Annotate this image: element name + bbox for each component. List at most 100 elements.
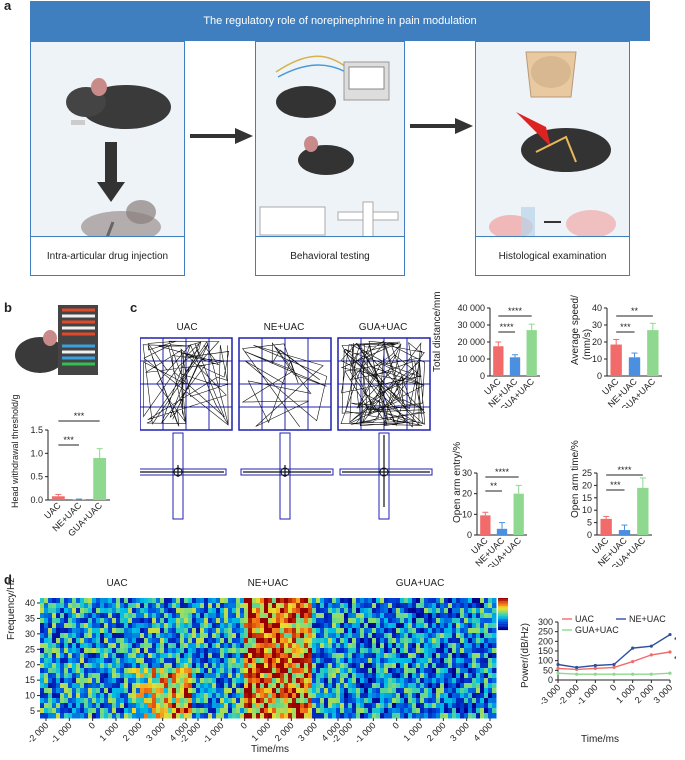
heatmap-cell [296,648,301,654]
heatmap-cell [192,623,197,629]
heatmap-cell [144,653,149,659]
heatmap-cell [408,633,413,639]
heatmap-cell [312,673,317,679]
heatmap-cell [268,713,273,719]
colorbar-cell [498,606,508,608]
heatmap-cell [248,653,253,659]
heatmap-cell [240,613,245,619]
heatmap-cell [176,683,181,689]
heatmap-cell [372,688,377,694]
heatmap-cell [260,688,265,694]
heatmap-cell [336,683,341,689]
heatmap-cell [84,628,89,634]
heatmap-cell [384,623,389,629]
heatmap-cell [292,698,297,704]
heatmap-cell [488,598,493,604]
heatmap-cell [164,658,169,664]
heatmap-cell [284,638,289,644]
heatmap-cell [456,698,461,704]
heatmap-cell [452,683,457,689]
heatmap-cell [340,713,345,719]
heatmap-cell [100,698,105,704]
heatmap-cell [76,613,81,619]
heatmap-cell [376,673,381,679]
heatmap-cell [456,613,461,619]
heatmap-cell [412,708,417,714]
heatmap-cell [388,628,393,634]
heatmap-cell [232,598,237,604]
heatmap-cell [256,713,261,719]
heatmap-cell [468,688,473,694]
heatmap-cell [284,643,289,649]
heatmap-cell [452,678,457,684]
heatmap-cell [368,658,373,664]
heatmap-cell [280,633,285,639]
heatmap-cell [64,658,69,664]
heatmap-cell [328,608,333,614]
heatmap-cell [176,603,181,609]
heatmap-cell [196,663,201,669]
heatmap-cell [412,633,417,639]
heatmap-cell [136,653,141,659]
heatmap-cell [180,678,185,684]
heatmap-cell [40,688,45,694]
heatmap-cell [108,698,113,704]
heatmap-cell [44,633,49,639]
heatmap-cell [300,678,305,684]
heatmap-cell [72,663,77,669]
heatmap-cell [432,673,437,679]
heatmap-cell [96,598,101,604]
heatmap-cell [172,653,177,659]
heatmap-cell [184,703,189,709]
heatmap-cell [416,603,421,609]
heatmap-cell [256,648,261,654]
heatmap-cell [148,683,153,689]
heatmap-cell [280,713,285,719]
heatmap-cell [352,633,357,639]
heatmap-cell [364,668,369,674]
heatmap-cell [340,598,345,604]
heatmap-cell [396,668,401,674]
heatmap-cell [376,693,381,699]
heatmap-cell [460,638,465,644]
heatmap-cell [88,688,93,694]
heatmap-cell [88,678,93,684]
heatmap-cell [356,613,361,619]
heatmap-cell [48,653,53,659]
heatmap-cell [396,643,401,649]
y-tick-label: 0 [467,530,472,540]
sig-label: *** [674,655,676,665]
heatmap-cell [392,633,397,639]
heatmap-cell [200,598,205,604]
heatmap-cell [136,688,141,694]
heatmap-cell [404,678,409,684]
heatmap-cell [188,648,193,654]
heatmap-cell [460,688,465,694]
heatmap-cell [212,708,217,714]
heatmap-cell [344,708,349,714]
heatmap-cell [476,618,481,624]
heatmap-cell [480,683,485,689]
heatmap-cell [396,618,401,624]
heatmap-cell [476,638,481,644]
heatmap-cell [284,703,289,709]
heatmap-cell [76,703,81,709]
heatmap-cell [276,603,281,609]
x-tick-label: 1 000 [97,720,120,743]
heatmap-cell [200,603,205,609]
heatmap-cell [60,673,65,679]
heatmap-cell [116,618,121,624]
heatmap-cell [340,658,345,664]
heatmap-cell [408,608,413,614]
heatmap-cell [152,658,157,664]
heatmap-cell [372,683,377,689]
heatmap-cell [184,643,189,649]
heatmap-cell [112,698,117,704]
heatmap-cell [476,613,481,619]
heatmap-cell [108,683,113,689]
heatmap-cell [260,603,265,609]
heatmap-cell [288,603,293,609]
heatmap-cell [232,603,237,609]
heatmap-cell [96,703,101,709]
heatmap-cell [340,698,345,704]
